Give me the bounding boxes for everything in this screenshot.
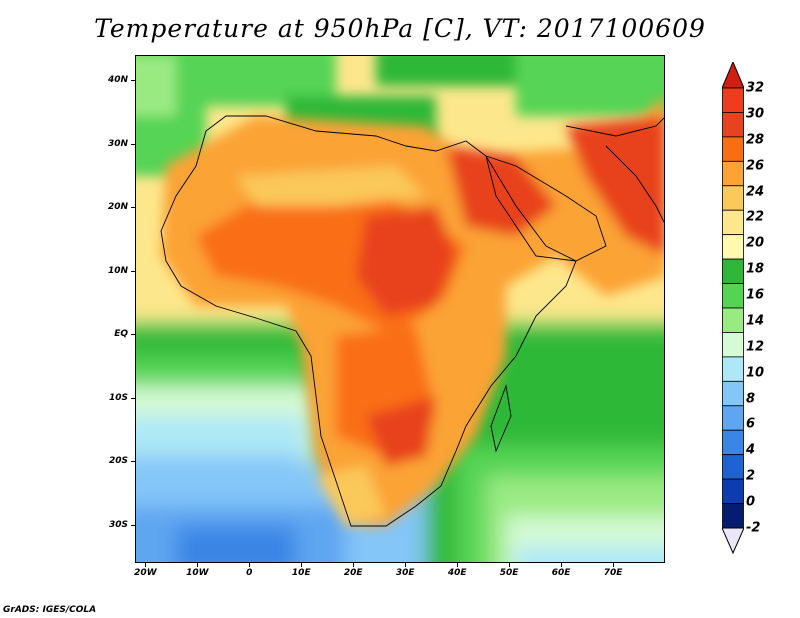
colorbar-label: 16 [746,287,765,303]
lat-tick-label: EQ [114,329,128,340]
colorbar-bin [722,283,744,309]
colorbar-bin [722,87,744,113]
lon-tick-mark [301,563,303,567]
colorbar-bin [722,429,744,456]
lat-tick-mark [131,143,135,145]
lon-tick-label: 40E [447,568,467,578]
colorbar-label: 8 [746,391,756,407]
colorbar-label: 24 [746,184,765,200]
lon-tick-label: 0 [246,568,253,578]
lat-tick-label: 10N [107,265,128,276]
colorbar-min-arrow [722,527,744,554]
colorbar-label: 30 [746,106,765,122]
lon-tick-label: 20W [134,568,157,578]
temperature-map [136,56,664,562]
lat-tick-label: 10S [108,392,128,403]
lon-tick-label: 70E [603,568,623,578]
credit-text: GrADS: IGES/COLA [3,605,97,615]
chart-title: Temperature at 950hPa [C], VT: 201710060… [94,14,706,43]
colorbar-bin [722,136,744,162]
lat-tick-label: 40N [107,75,128,86]
colorbar-bin [722,405,744,431]
colorbar-bin [722,234,744,260]
colorbar-label: 22 [746,209,765,225]
lat-tick-mark [131,334,135,336]
colorbar-label: 4 [746,442,756,458]
colorbar-max-arrow [722,62,744,89]
colorbar-bin [722,160,744,187]
colorbar-bin [722,503,744,529]
colorbar-label: 0 [746,494,756,510]
lat-tick-mark [131,461,135,463]
lon-tick-mark [353,563,355,567]
colorbar [722,62,744,554]
lon-tick-label: 30E [395,568,415,578]
lon-tick-mark [457,563,459,567]
colorbar-bin [722,332,744,358]
lat-tick-mark [131,270,135,272]
colorbar-label: 6 [746,416,756,432]
colorbar-bin [722,258,744,284]
lat-tick-mark [131,80,135,82]
lat-tick-mark [131,524,135,526]
lon-tick-mark [197,563,199,567]
colorbar-bin [722,478,744,504]
colorbar-bin [722,454,744,480]
lon-tick-label: 50E [499,568,519,578]
lon-tick-label: 20E [343,568,363,578]
lon-tick-mark [145,563,147,567]
colorbar-label: 18 [746,261,765,277]
colorbar-bin [722,185,744,211]
lat-tick-label: 20S [108,456,128,467]
lon-tick-mark [613,563,615,567]
colorbar-label: 32 [746,80,765,96]
colorbar-label: 2 [746,468,756,484]
lon-tick-label: 10W [186,568,209,578]
lon-tick-mark [561,563,563,567]
lon-tick-label: 60E [551,568,571,578]
lat-tick-mark [131,207,135,209]
colorbar-label: -2 [746,520,761,536]
lon-tick-mark [509,563,511,567]
lat-tick-mark [131,397,135,399]
lon-tick-label: 10E [291,568,311,578]
lat-tick-label: 20N [107,202,128,213]
colorbar-bin [722,209,744,236]
colorbar-label: 28 [746,132,765,148]
lon-tick-mark [249,563,251,567]
colorbar-label: 12 [746,339,765,355]
colorbar-bin [722,356,744,382]
colorbar-label: 26 [746,158,765,174]
lat-tick-label: 30S [108,519,128,530]
colorbar-bin [722,112,744,138]
colorbar-label: 20 [746,235,765,251]
land-temperature-field [161,97,664,526]
map-plot-area [135,55,665,563]
lon-tick-mark [405,563,407,567]
colorbar-label: 14 [746,313,765,329]
colorbar-bin [722,380,744,407]
coastlines [160,115,664,527]
colorbar-label: 10 [746,365,765,381]
colorbar-bin [722,307,744,333]
lat-tick-label: 30N [107,138,128,149]
